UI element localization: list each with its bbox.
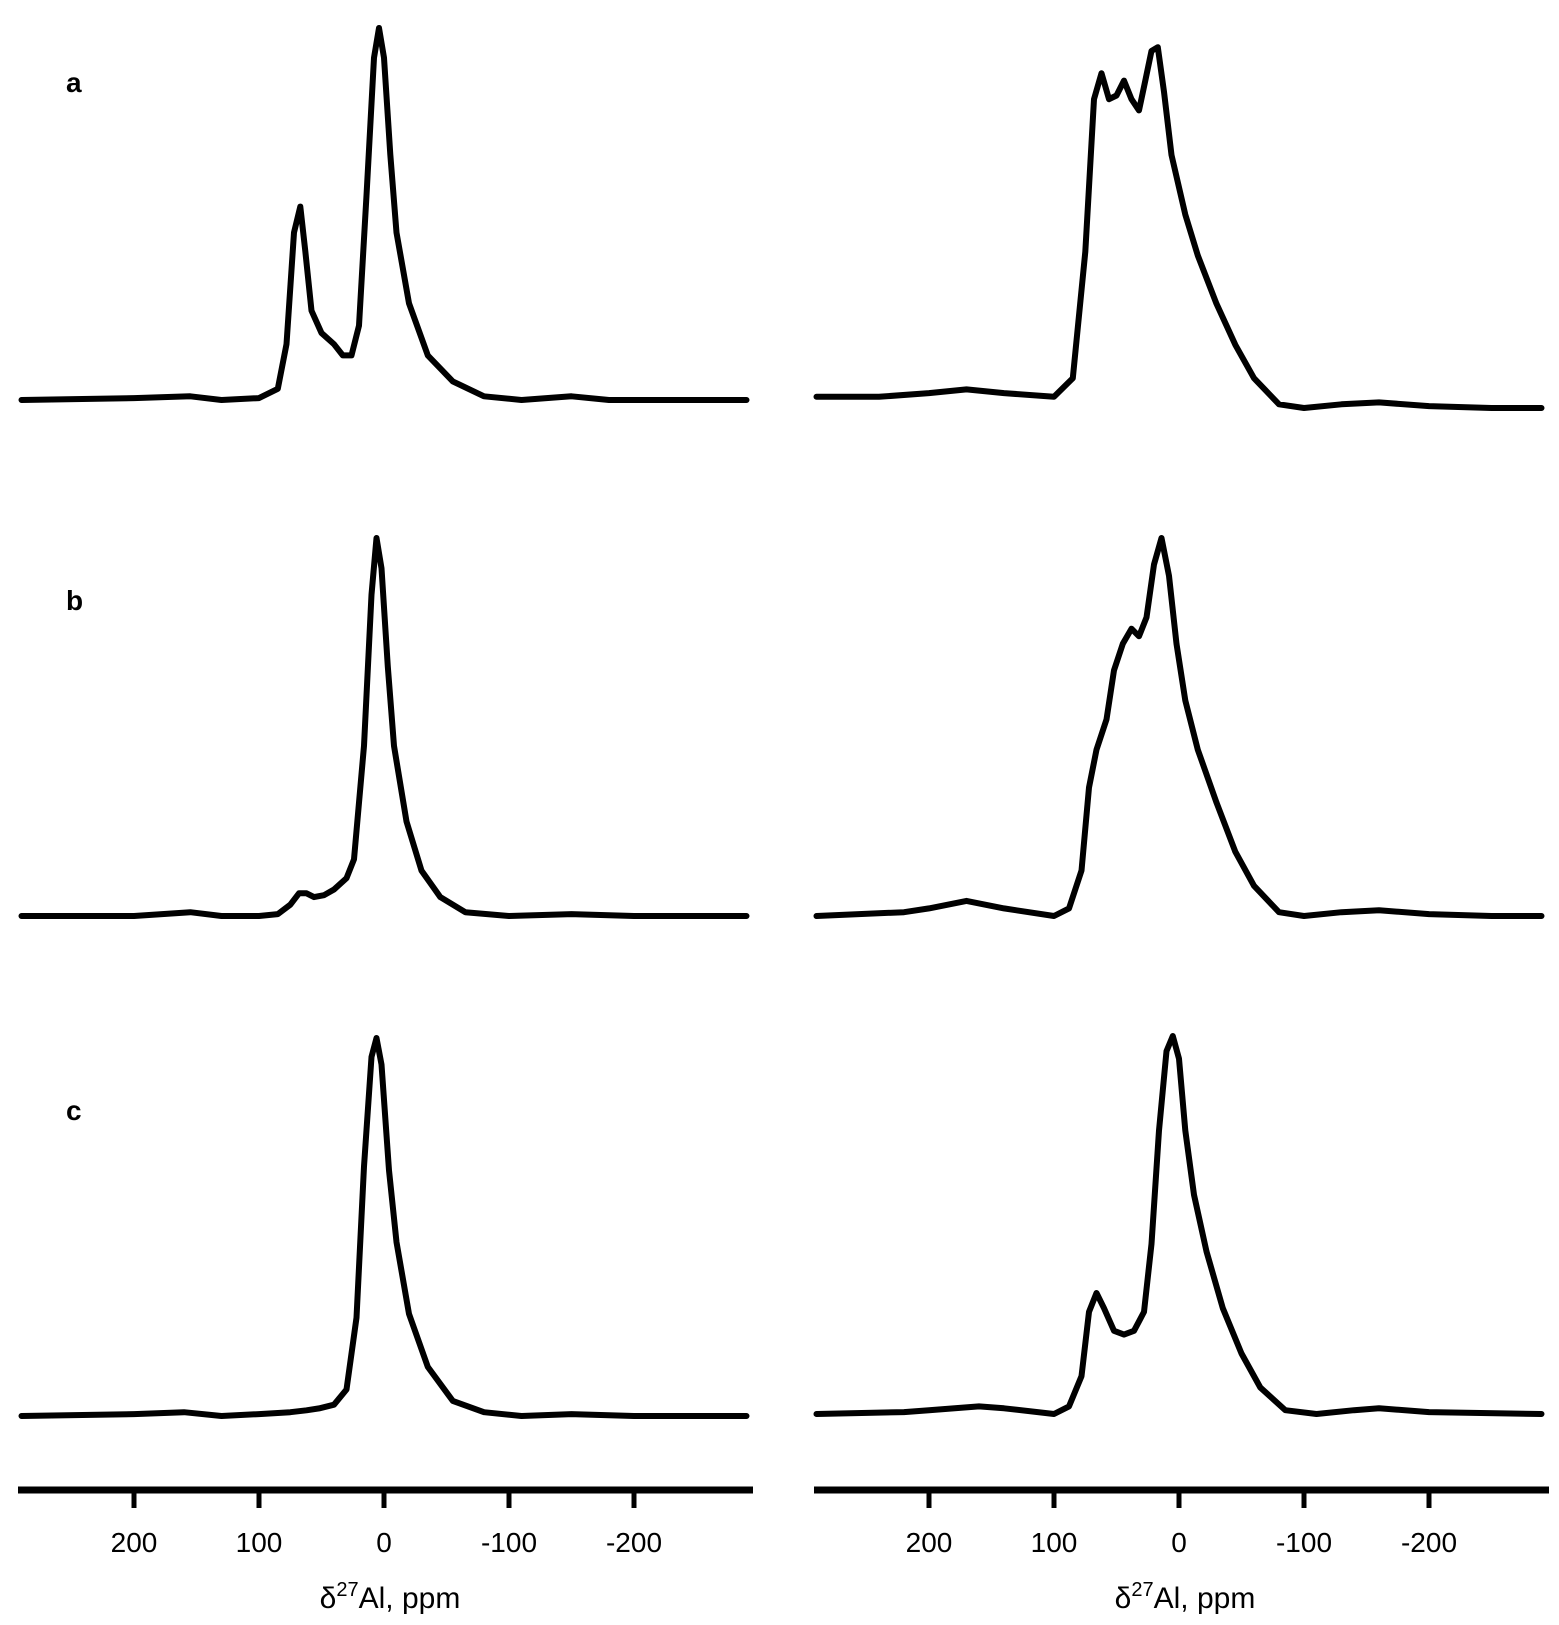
panel-label-a: a [66,67,82,98]
tick-label: -100 [481,1527,537,1558]
x-axis-left: 200 100 0 -100 -200 δ27Al, ppm [18,1486,753,1615]
x-axis-title-left: δ27Al, ppm [320,1579,461,1615]
spectrum-c-left [18,1035,750,1419]
x-axis-right: 200 100 0 -100 -200 δ27Al, ppm [814,1486,1549,1615]
tick-label: 100 [1031,1527,1078,1558]
tick-label: 100 [236,1527,283,1558]
spectrum-a-left [18,25,750,403]
spectrum-a-right [813,44,1545,411]
tick-label: 200 [111,1527,158,1558]
tick-label: -200 [606,1527,662,1558]
tick-label: -100 [1276,1527,1332,1558]
panel-label-c: c [66,1095,82,1126]
spectrum-b-left [18,535,750,919]
x-axis-title-right: δ27Al, ppm [1115,1579,1256,1615]
tick-label: -200 [1401,1527,1457,1558]
tick-label: 0 [376,1527,392,1558]
tick-label: 200 [906,1527,953,1558]
spectrum-c-right [813,1033,1545,1417]
spectrum-b-right [813,535,1545,919]
tick-label: 0 [1171,1527,1187,1558]
panel-label-b: b [66,585,83,616]
